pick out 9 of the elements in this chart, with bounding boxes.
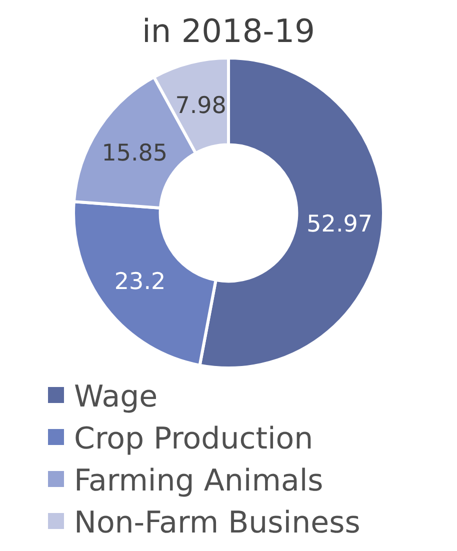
legend-label: Wage [74, 380, 158, 414]
legend-label: Farming Animals [74, 464, 324, 498]
legend-label: Non-Farm Business [74, 506, 360, 540]
data-label: 23.2 [114, 269, 166, 296]
data-label: 15.85 [102, 140, 168, 167]
chart-title: in 2018-19 [142, 12, 316, 50]
data-label: 7.98 [175, 92, 226, 119]
legend-label: Crop Production [74, 422, 314, 456]
data-label: 52.97 [306, 211, 373, 238]
